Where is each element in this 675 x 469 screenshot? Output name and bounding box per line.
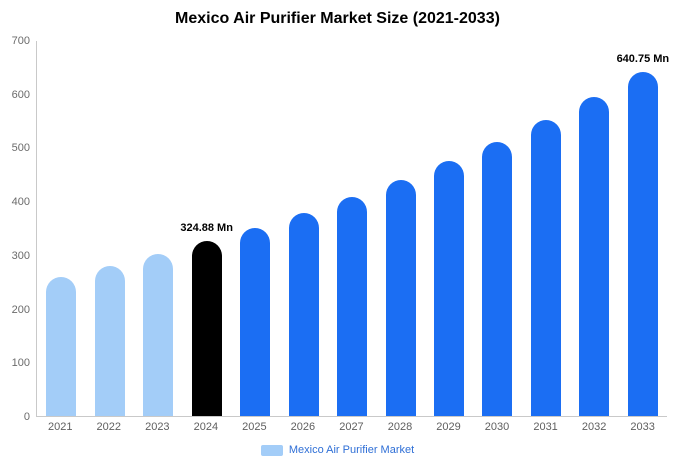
x-axis-tick-label-2033: 2033 [630,421,655,433]
bar-slot-2027 [328,41,376,416]
legend-swatch-icon [260,444,283,456]
bar-2023[interactable] [143,254,174,416]
y-axis-tick-label: 200 [11,303,30,316]
x-axis-tick-label-2029: 2029 [436,421,461,433]
bar-slot-2026 [279,41,327,416]
x-axis-tick-label-2022: 2022 [96,421,122,433]
bar-slot-2033: 640.75 Mn [616,41,670,416]
bar-2032[interactable] [579,97,610,416]
bar-slot-2029 [425,41,473,416]
bar-slot-2030 [473,41,521,416]
bar-2030[interactable] [482,142,513,416]
x-axis-tick-label-2032: 2032 [581,421,607,433]
bar-slot-2031 [522,41,570,416]
y-axis-tick-label: 0 [23,411,30,423]
y-axis-tick-label: 500 [11,142,30,155]
x-axis-tick-label-2030: 2030 [484,421,510,433]
bar-2028[interactable] [385,180,416,416]
bar-slot-2021 [37,41,85,416]
x-axis: 2021 2022 2023 2024 2025 2026 2027 2028 2029 2030… [36,421,667,433]
bar-value-label-2033: 640.75 Mn [616,53,670,65]
x-axis-tick-label-2025: 2025 [242,421,267,433]
legend[interactable]: Mexico Air Purifier Market [0,444,675,456]
bar-2024[interactable] [191,241,222,416]
bar-2027[interactable] [337,197,368,416]
bar-2025[interactable] [240,228,271,416]
x-axis-tick-label-2031: 2031 [533,421,558,433]
x-axis-tick-label-2027: 2027 [339,421,364,433]
bar-2022[interactable] [94,266,125,416]
x-axis-tick-label-2024: 2024 [193,421,219,433]
x-axis-tick-label-2021: 2021 [48,421,73,433]
x-axis-tick-label-2028: 2028 [387,421,413,433]
y-axis-tick-label: 400 [11,196,30,209]
plot-area: 324.88 Mn 640.75 Mn [36,41,670,417]
bar-slot-2028 [376,41,424,416]
legend-label: Mexico Air Purifier Market [288,444,415,456]
bar-2033[interactable] [627,72,658,416]
y-axis-tick-label: 600 [11,88,30,101]
y-axis-tick-label: 100 [11,357,30,370]
bar-slot-2024: 324.88 Mn [180,41,233,416]
x-axis-tick-label-2026: 2026 [290,421,316,433]
bar-2026[interactable] [288,213,319,416]
bar-slot-2023 [134,41,182,416]
bar-series: 324.88 Mn 640.75 Mn [37,41,670,416]
bar-2021[interactable] [46,277,77,416]
bar-2029[interactable] [433,161,464,416]
bar-value-label-2024: 324.88 Mn [180,222,233,234]
bar-2031[interactable] [530,120,561,416]
x-axis-tick-label-2023: 2023 [145,421,170,433]
bar-slot-2025 [231,41,279,416]
chart-title: Mexico Air Purifier Market Size (2021-20… [175,10,500,27]
bar-slot-2022 [85,41,133,416]
y-axis-tick-label: 700 [11,35,30,47]
bar-slot-2032 [570,41,618,416]
y-axis-tick-label: 300 [11,249,30,262]
